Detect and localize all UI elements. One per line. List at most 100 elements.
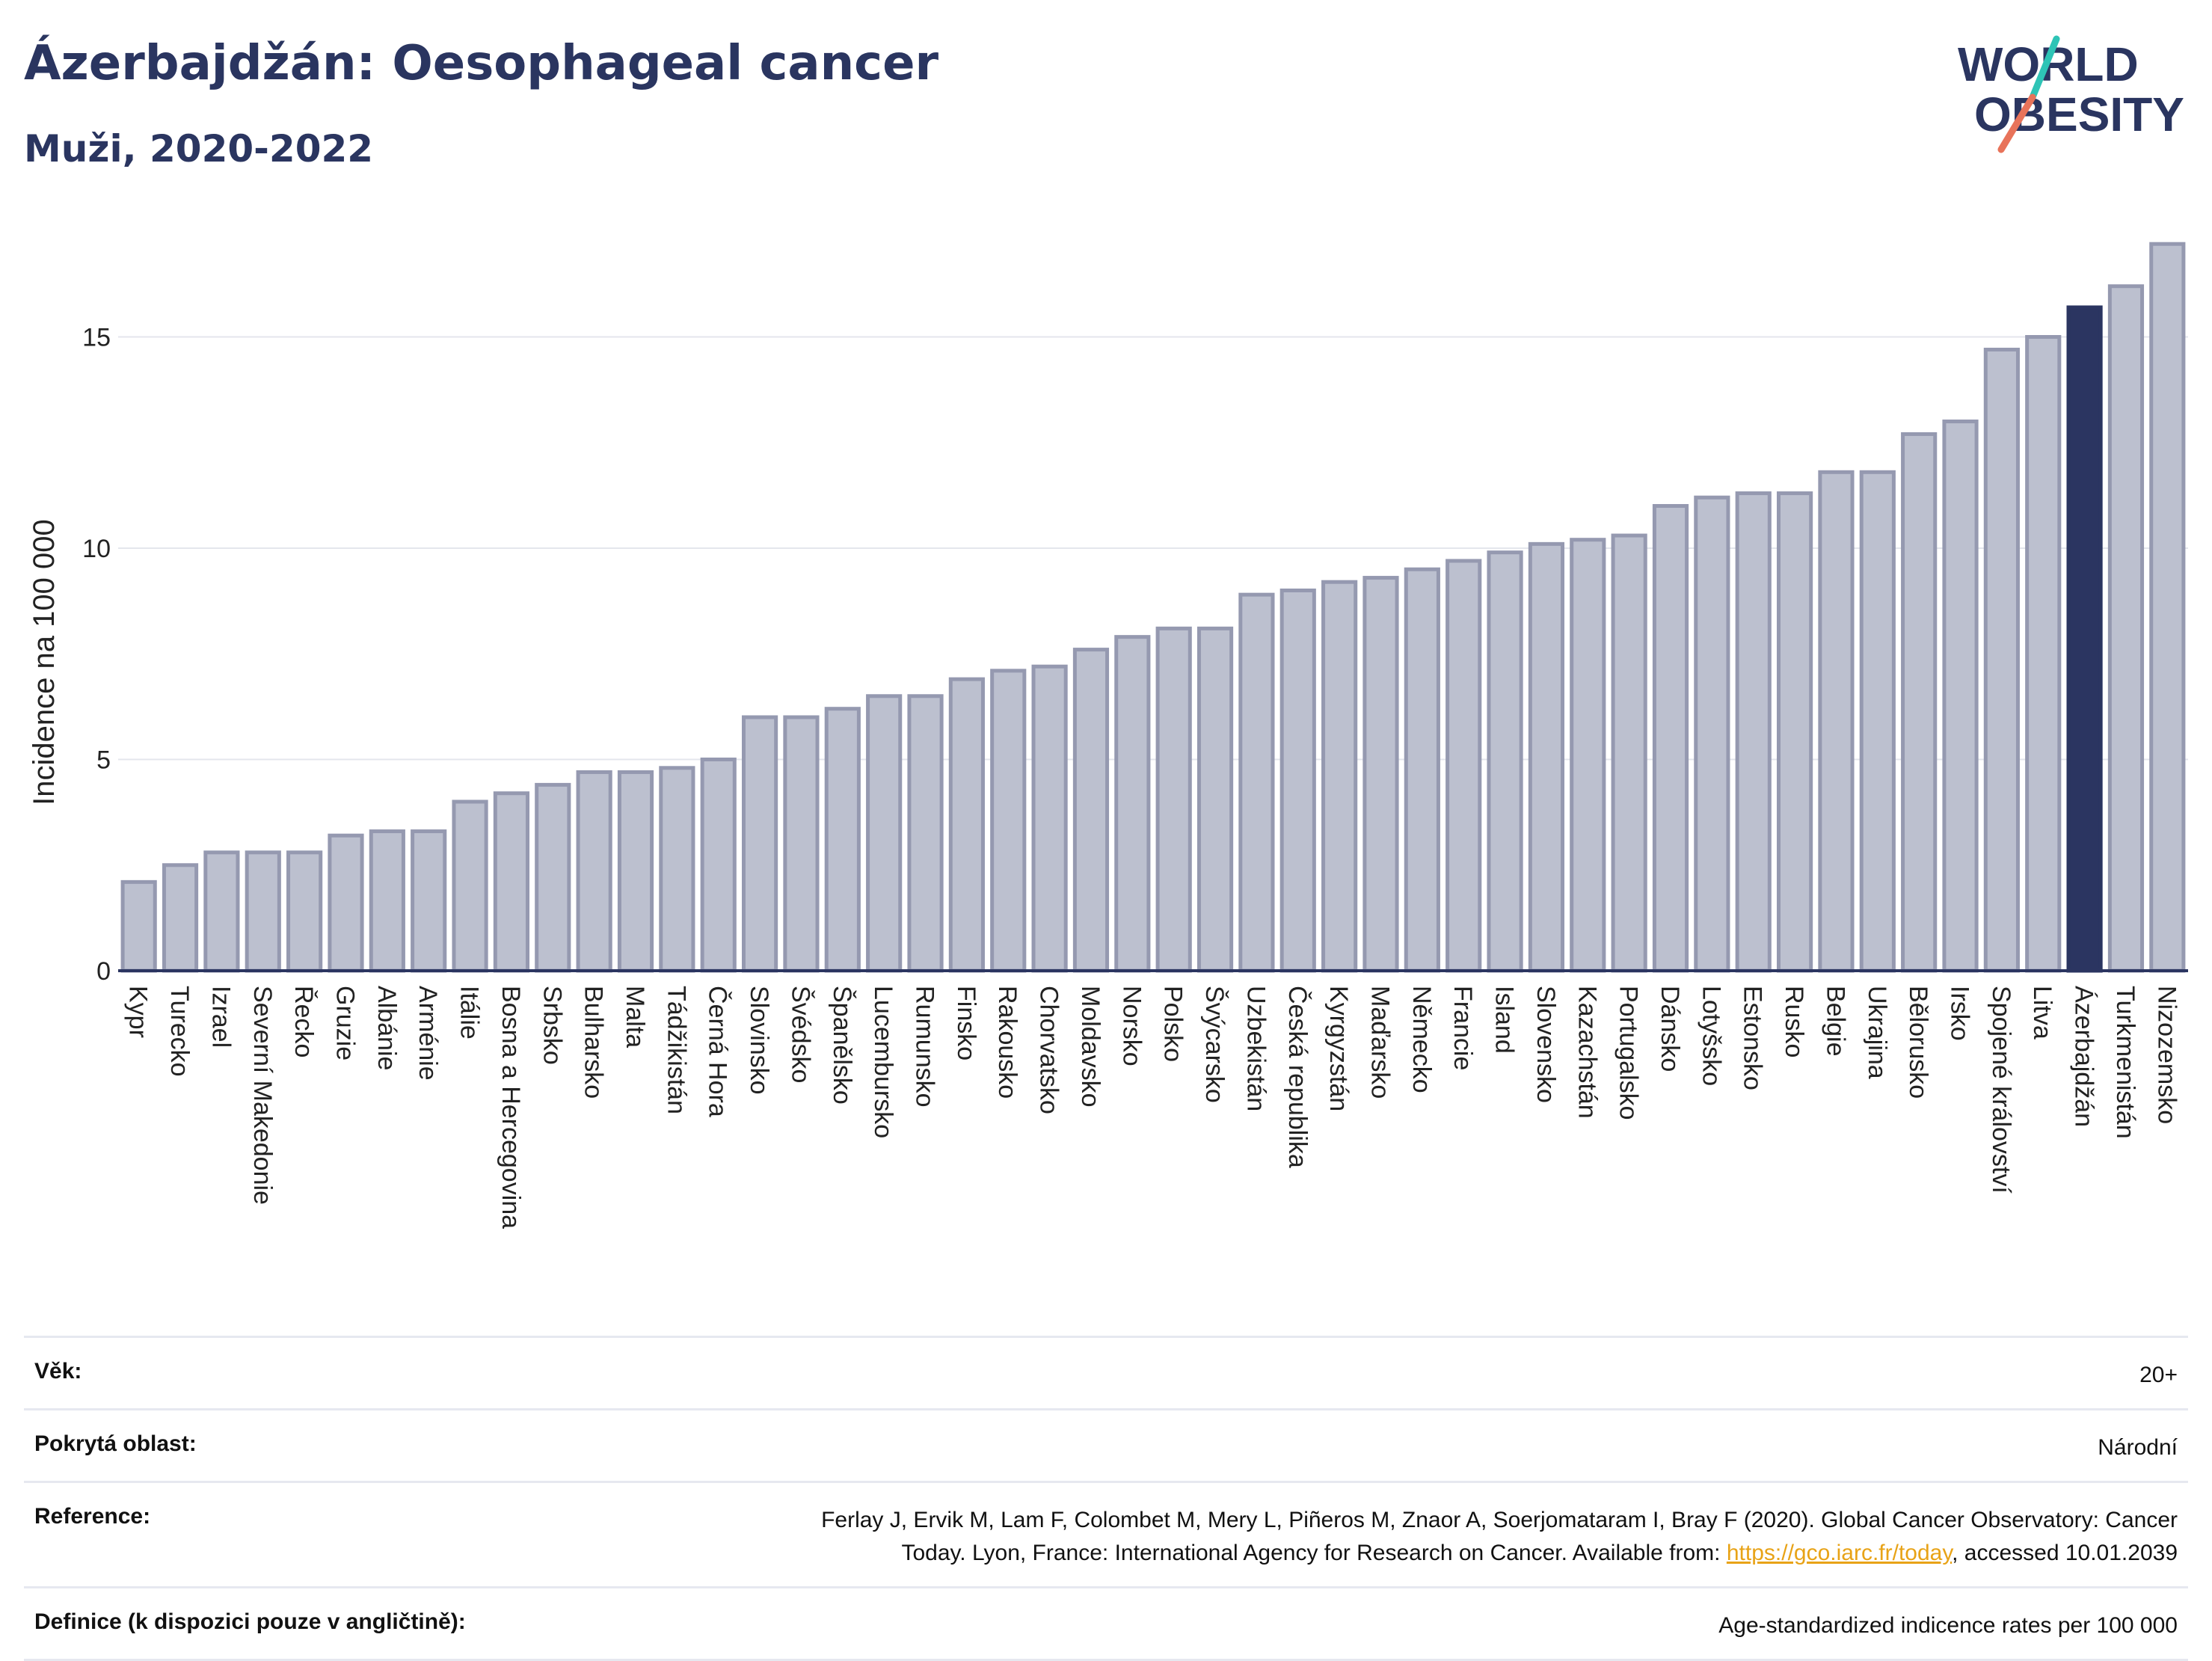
y-tick-label: 0 [96, 957, 111, 986]
x-tick-label: Gruzie [331, 986, 359, 1060]
bar [1528, 541, 1565, 973]
info-row-definition: Definice (k dispozici pouze v angličtině… [24, 1586, 2188, 1661]
age-value: 20+ [2139, 1363, 2178, 1387]
x-tick-label: Belgie [1821, 986, 1849, 1057]
bar [990, 669, 1027, 973]
bar [1196, 626, 1234, 973]
x-tick-label: Nizozemsko [2152, 986, 2181, 1124]
bar [1735, 491, 1772, 973]
logo-slash-teal [2029, 35, 2060, 101]
bar [866, 694, 903, 973]
x-tick-label: Ukrajina [1863, 986, 1891, 1079]
bar [1155, 626, 1192, 973]
bar [1652, 504, 1689, 973]
x-tick-label: Lucembursko [869, 986, 897, 1138]
x-tick-label: Maďarsko [1365, 986, 1394, 1099]
bar [369, 829, 405, 973]
bar [824, 707, 861, 973]
x-tick-label: Tádžikistán [662, 986, 690, 1114]
y-axis-title: Incidence na 100 000 [28, 519, 61, 805]
bar-chart: 0 5 10 15 Incidence na 100 000 Kypr Turecko Izr… [28, 242, 2188, 1229]
bar [1487, 550, 1523, 973]
bar [2149, 242, 2186, 973]
x-tick-label: Estonsko [1739, 986, 1767, 1090]
bar [1321, 580, 1358, 973]
bar [1570, 538, 1606, 973]
x-tick-label: Rakousko [993, 986, 1021, 1099]
bar [1611, 533, 1647, 973]
x-tick-label: Litva [2028, 986, 2056, 1040]
x-tick-label: Švédsko [786, 986, 814, 1083]
x-tick-label: Španělsko [828, 986, 856, 1105]
bar [120, 879, 157, 973]
x-tick-label: Ázerbajdžán [2070, 986, 2098, 1127]
chart-subtitle: Muži, 2020-2022 [24, 127, 374, 171]
x-tick-label: Chorvatsko [1035, 986, 1063, 1114]
bar [783, 715, 820, 973]
x-tick-label: Uzbekistán [1241, 986, 1270, 1111]
reference-value: Ferlay J, Ervik M, Lam F, Colombet M, Me… [821, 1504, 2178, 1570]
bar [576, 770, 612, 973]
x-tick-label: Francie [1448, 986, 1477, 1070]
bar [741, 715, 778, 973]
bar [286, 850, 323, 973]
bar [162, 863, 199, 973]
x-tick-label: Moldavsko [1076, 986, 1105, 1108]
definition-value: Age-standardized indicence rates per 100… [1718, 1613, 2178, 1638]
bar [1694, 495, 1730, 973]
bar [617, 770, 654, 973]
bar [1446, 559, 1482, 973]
x-tick-label: Kypr [124, 986, 153, 1038]
bar [2066, 305, 2103, 973]
x-tick-label: Turkmenistán [2111, 986, 2139, 1139]
x-tick-label: Řecko [289, 986, 318, 1057]
chart-title: Ázerbajdžán: Oesophageal cancer [24, 36, 939, 91]
bar [452, 799, 488, 973]
reference-text-3: , accessed 10.01.2039 [1952, 1541, 2178, 1565]
info-row-age: Věk: 20+ [24, 1336, 2188, 1408]
bar [245, 850, 281, 973]
bar [203, 850, 240, 973]
x-tick-label: Dánsko [1656, 986, 1684, 1072]
bar [1901, 432, 1938, 973]
bar [2025, 335, 2062, 973]
y-tick-label: 5 [96, 746, 111, 775]
x-tick-label: Černá Hora [704, 986, 732, 1117]
bar [1238, 592, 1275, 973]
bar [1942, 420, 1979, 973]
bar [1072, 648, 1110, 973]
x-tick-label: Bosna a Hercegovina [497, 986, 525, 1229]
age-label: Věk: [34, 1359, 82, 1384]
bar [328, 833, 364, 973]
bar [948, 677, 985, 973]
x-tick-label: Rusko [1780, 986, 1808, 1057]
definition-label: Definice (k dispozici pouze v angličtině… [34, 1609, 466, 1634]
x-tick-label: Portugalsko [1615, 986, 1643, 1120]
bar [493, 791, 530, 973]
bar [907, 694, 944, 973]
x-tick-label: Severní Makedonie [248, 986, 277, 1205]
bar [1983, 347, 2020, 973]
x-tick-label: Slovinsko [745, 986, 773, 1095]
bar [1031, 664, 1068, 973]
info-row-coverage: Pokrytá oblast: Národní [24, 1408, 2188, 1481]
x-tick-label: Irsko [1946, 986, 1974, 1041]
bar [1279, 589, 1316, 973]
y-tick-label: 10 [82, 535, 111, 563]
bar [1818, 470, 1855, 973]
reference-text-2: Today. Lyon, France: International Agenc… [901, 1541, 1727, 1565]
x-tick-label: Arménie [414, 986, 442, 1081]
x-tick-label: Lotyšsko [1697, 986, 1725, 1086]
x-tick-label: Izrael [206, 986, 235, 1048]
x-tick-label: Bulharsko [580, 986, 608, 1099]
bar [1114, 635, 1151, 973]
bar [535, 782, 571, 973]
x-tick-label: Polsko [1159, 986, 1188, 1062]
bar [2107, 284, 2145, 973]
x-tick-label: Kazachstán [1573, 986, 1601, 1119]
bar [1362, 576, 1399, 973]
x-tick-label: Švýcarsko [1200, 986, 1229, 1103]
x-tick-label: Česká republika [1283, 986, 1312, 1168]
x-tick-label: Malta [621, 986, 649, 1048]
reference-link[interactable]: https://gco.iarc.fr/today [1726, 1541, 1953, 1565]
